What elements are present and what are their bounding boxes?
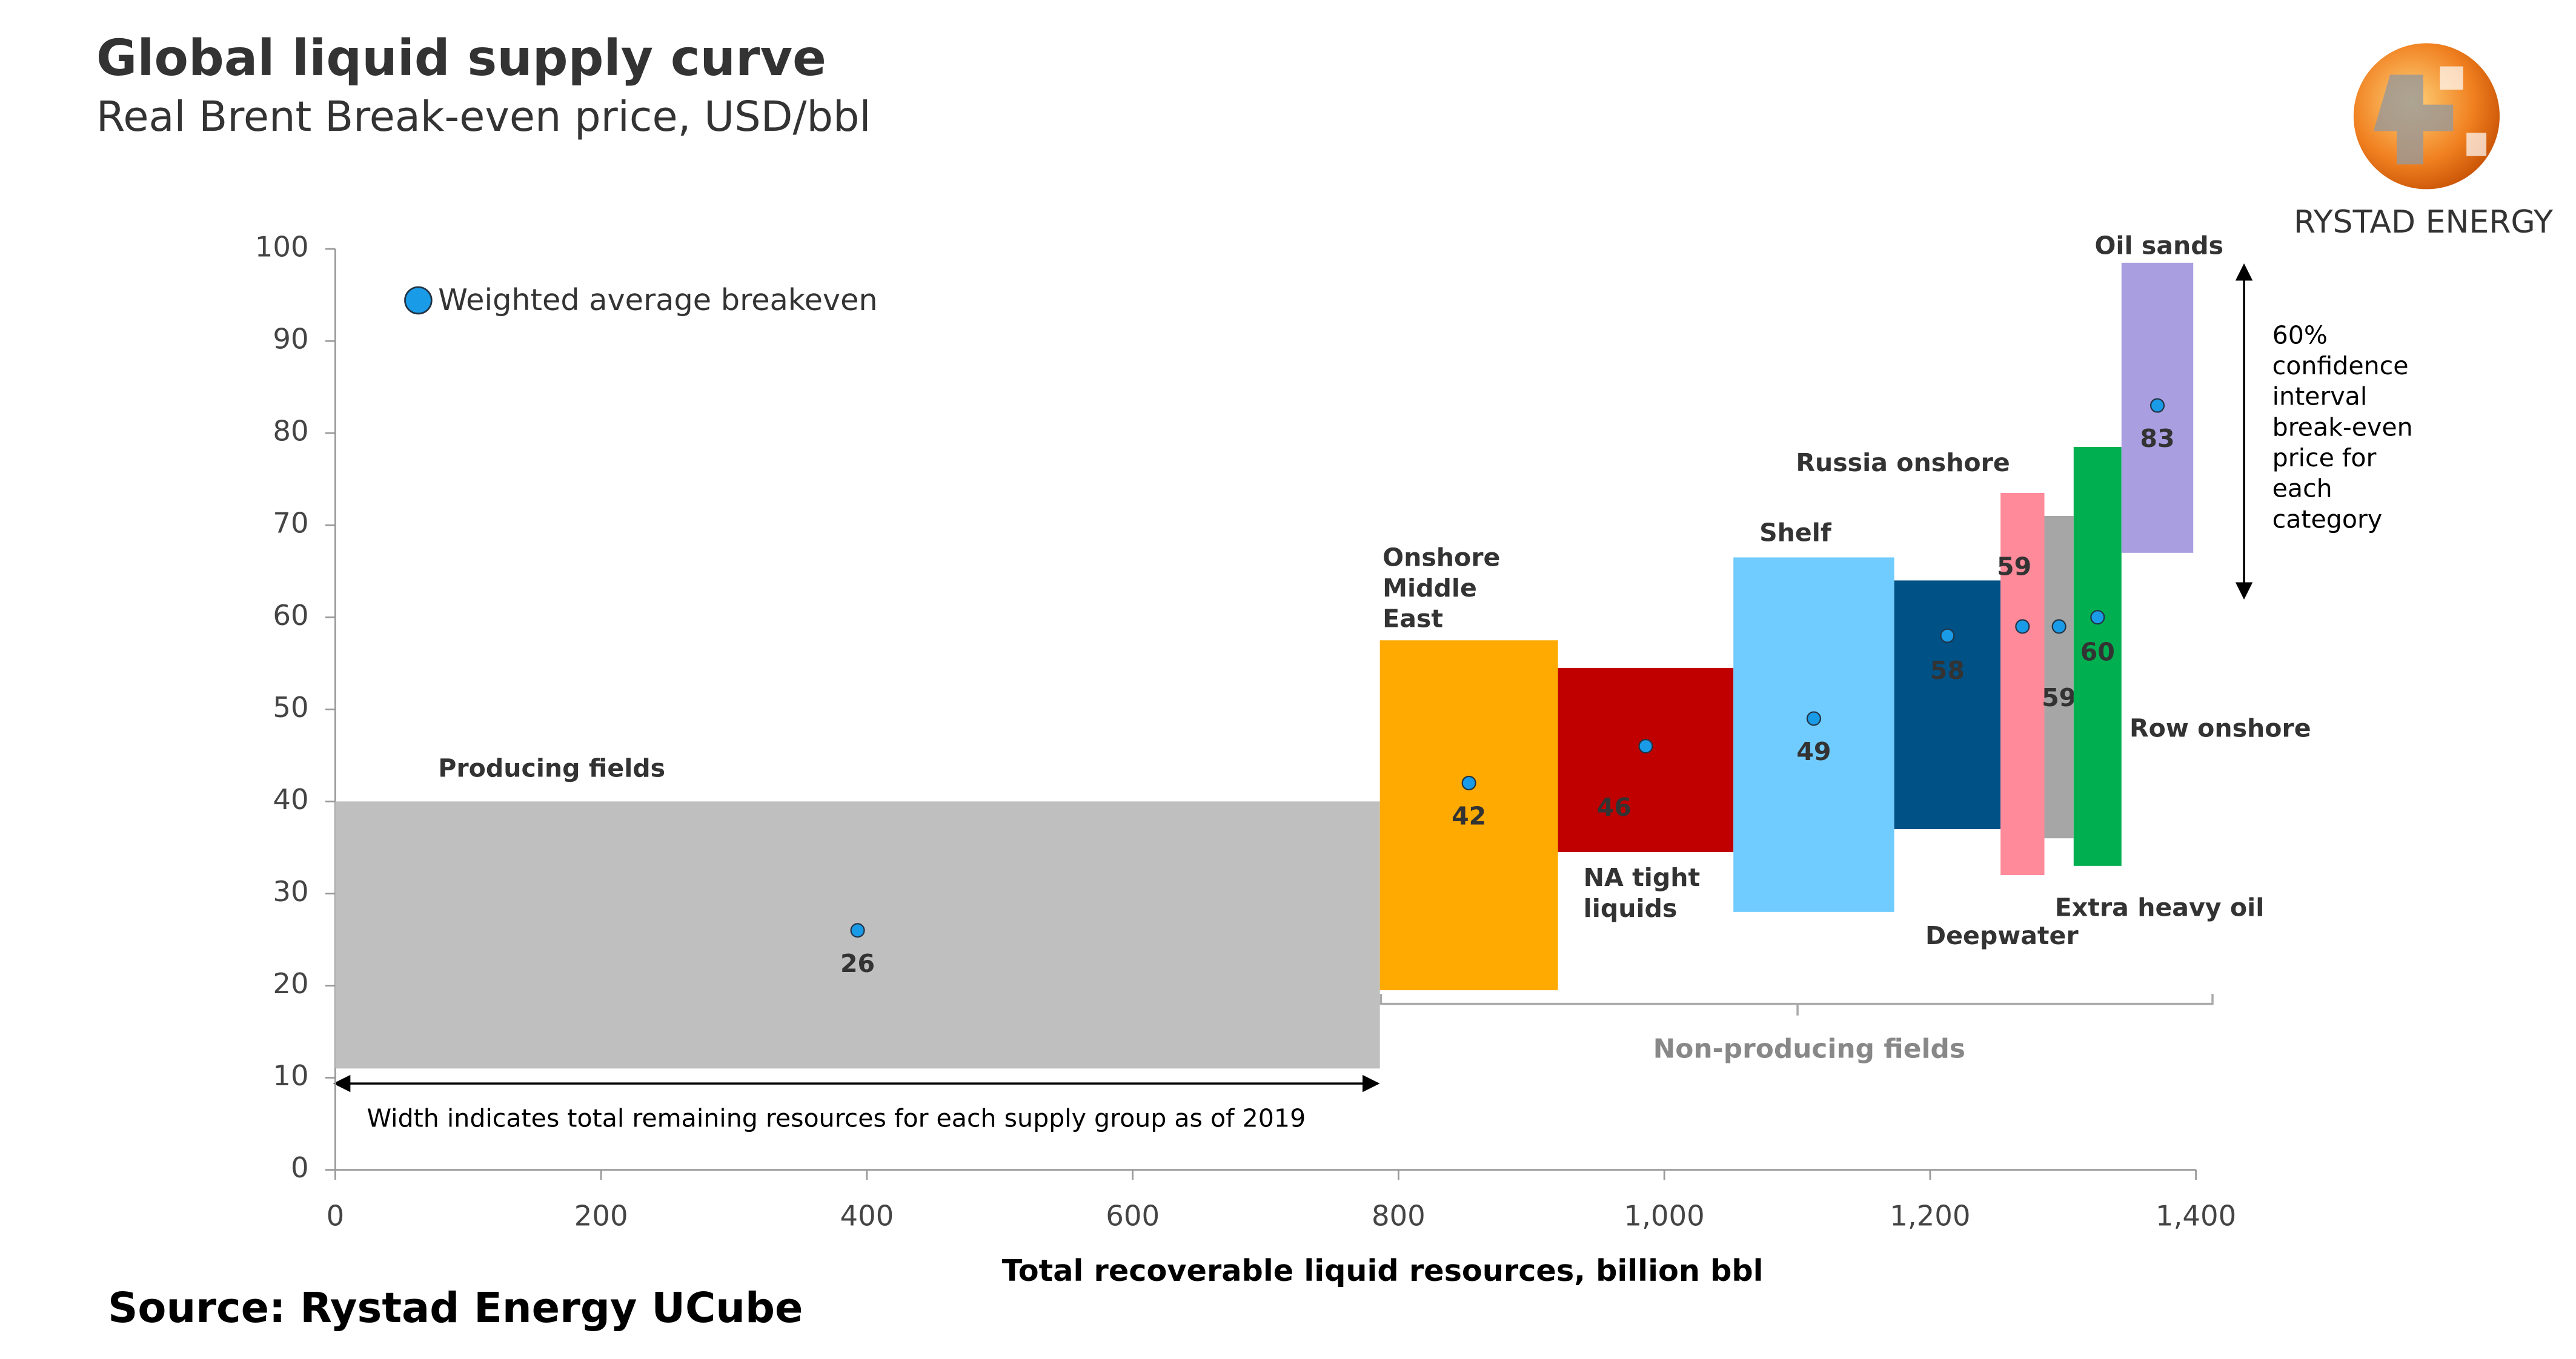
interval-note: 60% confidence interval break-even price for… <box>2272 320 2413 534</box>
y-tick-label: 100 <box>255 231 309 263</box>
legend-label: Weighted average breakeven <box>438 282 877 317</box>
y-tick-label: 20 <box>273 967 308 1000</box>
value-label: 49 <box>1796 737 1831 766</box>
breakeven-dot <box>2090 610 2105 625</box>
group-label: Non-producing fields <box>1653 1033 1965 1064</box>
brand: RYSTAD ENERGY <box>2294 204 2553 240</box>
value-label: 42 <box>1452 801 1486 830</box>
y-tick-label: 10 <box>273 1059 308 1092</box>
category-label: Onshore Middle East <box>1383 543 1500 633</box>
supply-bar <box>1894 580 2001 829</box>
supply-bar <box>2073 446 2122 866</box>
group-bracket <box>1379 994 2214 1016</box>
supply-bar <box>1379 640 1558 991</box>
breakeven-dot <box>2015 619 2030 634</box>
y-tick-label: 70 <box>273 507 308 540</box>
value-label: 58 <box>1930 656 1965 685</box>
supply-bar <box>1558 667 1734 852</box>
x-tick-label: 1,200 <box>1890 1200 1970 1232</box>
category-label: Oil sands <box>2094 231 2223 260</box>
category-label: Producing fields <box>438 753 665 782</box>
y-tick-label: 90 <box>273 323 308 355</box>
supply-bar <box>2000 492 2045 876</box>
x-axis-label: Total recoverable liquid resources, bill… <box>1002 1253 1764 1288</box>
category-label: Russia onshore <box>1796 448 2010 477</box>
x-tick-label: 1,000 <box>1624 1200 1704 1232</box>
value-label: 83 <box>2140 424 2174 453</box>
x-tick-label: 0 <box>327 1200 345 1232</box>
chart-title: Global liquid supply curve <box>96 30 826 87</box>
breakeven-dot <box>850 923 865 938</box>
width-note: Width indicates total remaining resource… <box>367 1103 1306 1132</box>
x-tick-label: 400 <box>840 1200 894 1232</box>
breakeven-dot <box>1940 628 1955 643</box>
supply-bar <box>2044 516 2074 839</box>
chart-subtitle: Real Brent Break-even price, USD/bbl <box>96 93 871 141</box>
breakeven-dot <box>1638 739 1653 754</box>
y-tick-label: 40 <box>273 783 308 816</box>
logo <box>2353 43 2500 190</box>
legend-dot <box>404 286 433 315</box>
x-tick-label: 600 <box>1106 1200 1160 1232</box>
y-tick-label: 30 <box>273 875 308 908</box>
x-tick-label: 200 <box>574 1200 628 1232</box>
x-tick-label: 1,400 <box>2156 1200 2236 1232</box>
category-label: Shelf <box>1759 518 1832 547</box>
breakeven-dot <box>2051 619 2066 634</box>
category-label: Row onshore <box>2130 714 2311 743</box>
value-label: 60 <box>2080 638 2115 667</box>
value-label: 59 <box>2042 683 2076 712</box>
source: Source: Rystad Energy UCube <box>108 1284 803 1332</box>
breakeven-dot <box>1806 711 1821 726</box>
x-tick-label: 800 <box>1372 1200 1426 1232</box>
breakeven-dot <box>2149 398 2165 413</box>
category-label: Deepwater <box>1925 921 2079 950</box>
y-tick-label: 0 <box>291 1151 309 1184</box>
breakeven-dot <box>1461 775 1476 791</box>
category-label: Extra heavy oil <box>2055 893 2265 922</box>
y-tick-label: 50 <box>273 691 308 724</box>
value-label: 59 <box>1997 552 2031 581</box>
value-label: 26 <box>840 949 875 978</box>
supply-bar <box>1733 557 1894 912</box>
category-label: NA tight liquids <box>1584 863 1700 923</box>
y-tick-label: 60 <box>273 599 308 632</box>
value-label: 46 <box>1597 793 1632 822</box>
y-tick-label: 80 <box>273 415 308 448</box>
